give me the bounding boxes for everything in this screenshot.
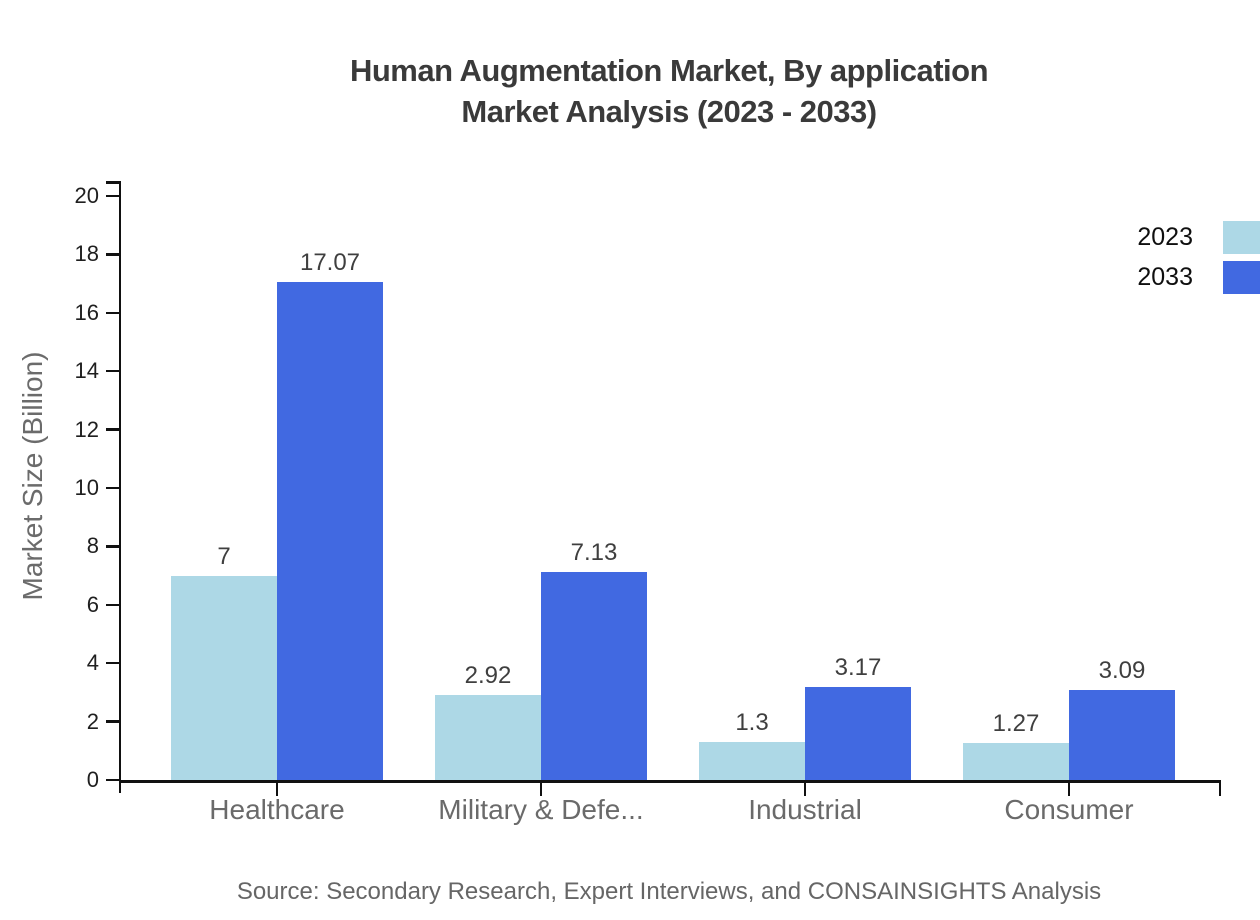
x-tick-industrial (803, 782, 807, 796)
category-label-industrial: Industrial (748, 794, 862, 825)
legend-label-2033: 2033 (1137, 263, 1193, 291)
y-tick-6 (105, 603, 119, 607)
value-label-2023-industrial: 1.3 (735, 709, 769, 737)
bar-2023-consumer (963, 742, 1069, 780)
bar-2033-military-defe (541, 571, 647, 780)
y-tick-label-0: 0 (86, 767, 99, 792)
bar-2033-consumer (1069, 689, 1175, 780)
value-label-2023-healthcare: 7 (217, 542, 231, 570)
legend-item-2023: 2023 (1137, 221, 1260, 254)
category-label-consumer: Consumer (1004, 794, 1134, 825)
y-tick-16 (105, 311, 119, 315)
y-tick-8 (105, 545, 119, 548)
category-label-healthcare: Healthcare (209, 794, 345, 825)
y-tick-4 (105, 661, 119, 665)
x-axis-baseline (118, 780, 1221, 783)
y-tick-10 (105, 486, 119, 490)
legend-swatch-2023 (1223, 221, 1260, 254)
y-tick-label-12: 12 (74, 416, 99, 442)
value-label-2033-military-defe: 7.13 (570, 538, 618, 566)
chart-title: Human Augmentation Market, By applicatio… (78, 50, 1260, 132)
x-tick-military-defe (539, 782, 543, 796)
y-tick-18 (105, 253, 119, 256)
y-tick-label-16: 16 (74, 299, 99, 325)
value-label-2033-consumer: 3.09 (1098, 656, 1146, 684)
y-axis-spine (118, 181, 121, 793)
legend: 2023 2033 (1137, 221, 1260, 301)
value-label-2033-healthcare: 17.07 (299, 248, 361, 276)
y-tick-20 (105, 194, 119, 198)
y-axis-top-cap (105, 181, 119, 184)
y-tick-0 (105, 778, 119, 782)
y-tick-label-2: 2 (86, 708, 99, 734)
y-tick-label-4: 4 (86, 650, 99, 676)
y-tick-label-10: 10 (74, 475, 99, 500)
plot-area: 0 2 4 6 8 10 12 14 16 18 20 Healthcare 7 17.07 Militar… (75, 181, 1221, 825)
value-label-2033-industrial: 3.17 (834, 654, 882, 682)
bar-2023-military-defe (435, 694, 541, 780)
y-tick-14 (105, 369, 119, 373)
y-tick-label-20: 20 (74, 183, 99, 208)
bar-2023-healthcare (171, 575, 277, 780)
x-axis-end-cap (1218, 782, 1221, 796)
chart-title-line2: Market Analysis (2023 - 2033) (461, 94, 877, 129)
y-tick-label-14: 14 (74, 358, 99, 384)
y-tick-2 (105, 720, 119, 723)
y-tick-12 (105, 428, 119, 431)
y-tick-label-8: 8 (86, 533, 99, 559)
chart-title-line1: Human Augmentation Market, By applicatio… (349, 53, 989, 88)
legend-swatch-2033 (1223, 261, 1260, 294)
category-label-military-defe: Military & Defe... (438, 794, 644, 825)
x-tick-healthcare (275, 782, 279, 796)
bar-2033-healthcare (277, 281, 383, 780)
y-tick-label-18: 18 (74, 241, 99, 267)
bar-2033-industrial (805, 687, 911, 780)
y-tick-label-6: 6 (86, 591, 99, 617)
legend-label-2023: 2023 (1137, 223, 1193, 251)
legend-item-2033: 2033 (1137, 261, 1260, 294)
value-label-2023-military-defe: 2.92 (464, 661, 512, 689)
source-attribution: Source: Secondary Research, Expert Inter… (236, 878, 1102, 905)
value-label-2023-consumer: 1.27 (992, 709, 1040, 737)
x-tick-consumer (1067, 782, 1071, 796)
bar-2023-industrial (699, 742, 805, 780)
